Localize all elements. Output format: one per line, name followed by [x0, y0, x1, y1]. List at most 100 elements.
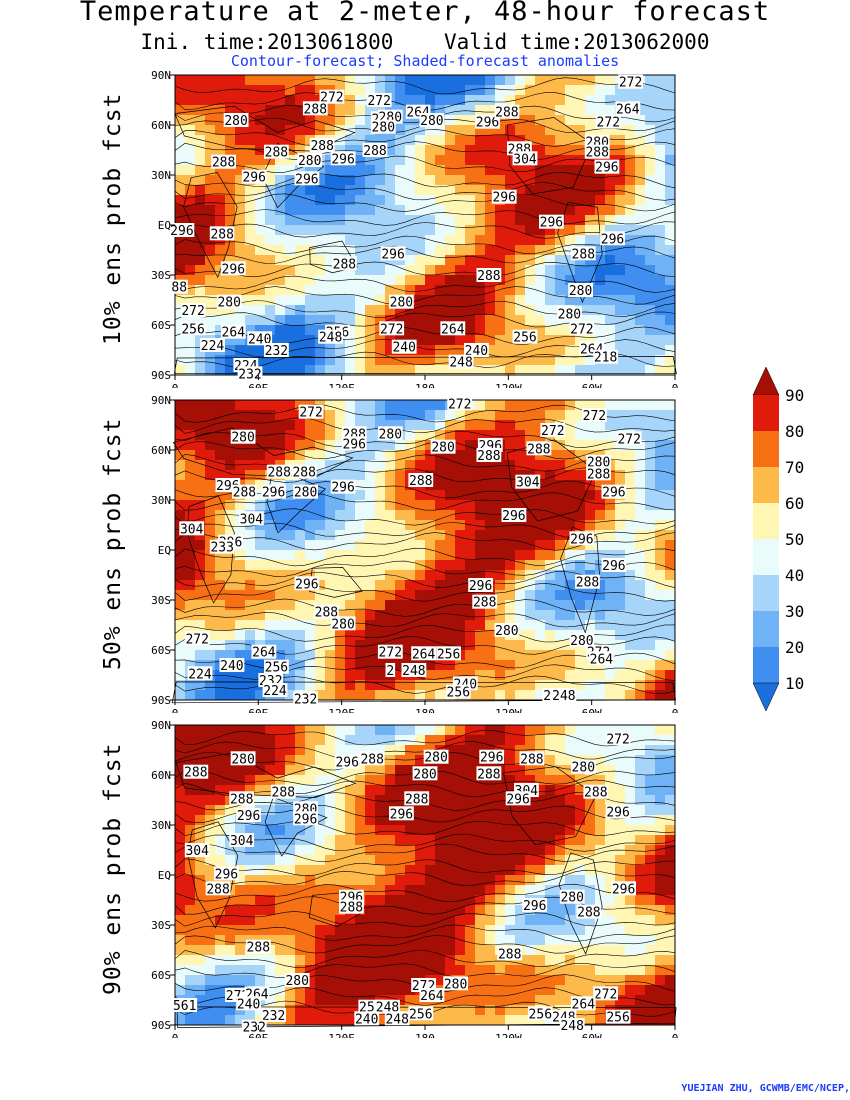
figure-title: Temperature at 2-meter, 48-hour forecast	[79, 0, 771, 27]
lon-tick-label: 0	[672, 1032, 679, 1038]
contour-label: 256	[445, 684, 471, 701]
colorbar-label: 60	[785, 494, 804, 513]
svg-text:240: 240	[392, 341, 415, 356]
svg-text:304: 304	[180, 522, 204, 537]
contour-label: 288	[205, 881, 231, 897]
contour-label: 288	[526, 441, 552, 457]
map-panel-1: 2722722722642882962802802802962882722642…	[151, 69, 678, 388]
lat-tick-label: 30S	[151, 919, 171, 932]
contour-label: 256	[408, 1006, 434, 1022]
svg-text:272: 272	[185, 632, 208, 647]
valid-time: Valid time:2013062000	[443, 30, 710, 54]
contour-label: 2	[385, 663, 396, 679]
contour-label: 248	[448, 354, 474, 371]
contour-label: 272	[184, 631, 210, 647]
contour-label: 296	[294, 576, 320, 592]
svg-text:280: 280	[431, 441, 454, 456]
contour-label: 288	[229, 791, 255, 807]
svg-text:288: 288	[576, 576, 599, 591]
contour-label: 288	[359, 751, 385, 767]
contour-label: 296	[605, 804, 631, 821]
contour-label: 288	[570, 246, 596, 262]
svg-text:280: 280	[224, 114, 247, 129]
contour-label: 248	[318, 329, 343, 346]
svg-text:296: 296	[492, 191, 515, 206]
svg-text:232: 232	[294, 692, 317, 707]
svg-text:304: 304	[240, 512, 264, 527]
svg-text:232: 232	[238, 367, 261, 382]
svg-text:2: 2	[386, 664, 394, 679]
contour-label: 240	[391, 339, 417, 356]
svg-text:296: 296	[262, 486, 285, 501]
colorbar-label: 90	[785, 386, 804, 405]
svg-text:224: 224	[201, 339, 225, 354]
contour-label: 256	[527, 1006, 553, 1022]
contour-label: 288	[362, 143, 388, 159]
map-plot-area: 2722722722642882962802802802962882722642…	[151, 69, 678, 388]
colorbar-top-arrow	[752, 366, 780, 396]
svg-text:272: 272	[617, 432, 640, 447]
colorbar-segment	[753, 575, 779, 611]
lat-tick-label: EQ	[158, 219, 171, 232]
contour-label: 224	[187, 666, 213, 682]
svg-text:288: 288	[495, 106, 518, 121]
contour-label: 296	[522, 898, 548, 914]
svg-text:240: 240	[220, 659, 243, 674]
svg-text:288: 288	[409, 474, 432, 489]
svg-text:272: 272	[448, 397, 471, 412]
svg-text:264: 264	[616, 102, 640, 117]
contour-label: 296	[389, 806, 414, 822]
time-line: Ini. time:2013061800 Valid time:20130620…	[0, 30, 850, 54]
contour-label: 264	[419, 988, 445, 1004]
svg-text:288: 288	[527, 442, 550, 457]
lat-tick-label: 60S	[151, 969, 171, 982]
contour-label: 296	[294, 171, 320, 187]
contour-label: 272	[605, 731, 631, 747]
lon-tick-label: 60E	[248, 707, 268, 713]
contour-label: 256	[512, 329, 538, 346]
contour-label: 296	[601, 558, 627, 574]
svg-text:280: 280	[372, 121, 395, 136]
lat-tick-label: 30N	[151, 494, 171, 507]
contour-label: 288	[584, 144, 610, 161]
svg-text:288: 288	[585, 146, 608, 161]
contour-label: 296	[220, 261, 246, 277]
lat-tick-label: 60N	[151, 119, 171, 132]
svg-text:288: 288	[210, 227, 233, 242]
panel-label: 10% ens prob fcst	[100, 92, 126, 345]
svg-text:248: 248	[402, 664, 425, 679]
contour-label: 280	[223, 113, 249, 129]
contour-label: 296	[505, 791, 531, 807]
shading-description: Contour-forecast; Shaded-forecast anomal…	[230, 52, 620, 70]
contour-label: 224	[262, 683, 288, 699]
credit-text: YUEJIAN ZHU, GCWMB/EMC/NCEP,	[681, 1083, 850, 1094]
lat-tick-label: 30N	[151, 169, 171, 182]
init-time: Ini. time:2013061800	[140, 30, 394, 54]
contour-label: 304	[179, 521, 205, 537]
svg-text:280: 280	[495, 624, 518, 639]
svg-text:296: 296	[469, 579, 492, 594]
lat-tick-label: 90N	[151, 69, 171, 82]
svg-text:264: 264	[412, 647, 436, 662]
lon-tick-label: 120E	[328, 1032, 355, 1038]
contour-label: 272	[618, 74, 643, 91]
contour-label: 288	[302, 101, 328, 117]
colorbar-segment	[753, 431, 779, 467]
svg-text:296: 296	[601, 232, 624, 247]
contour-label: 288	[404, 791, 430, 807]
svg-text:296: 296	[295, 577, 318, 592]
contour-label: 296	[330, 479, 356, 496]
contour-label: 296	[169, 223, 195, 239]
colorbar-segment	[753, 539, 779, 575]
contour-label: 280	[423, 749, 449, 766]
contour-label: 288	[583, 784, 609, 801]
contour-label: 288	[309, 138, 335, 154]
contour-label: 304	[239, 511, 264, 527]
lon-tick-label: 60W	[582, 707, 602, 713]
contour-label: 288	[209, 226, 235, 242]
contour-label: 288	[476, 766, 502, 782]
contour-label: 233	[209, 539, 235, 556]
contour-label: 248	[401, 663, 427, 679]
contour-label: 264	[251, 644, 277, 661]
svg-text:288: 288	[267, 466, 290, 481]
